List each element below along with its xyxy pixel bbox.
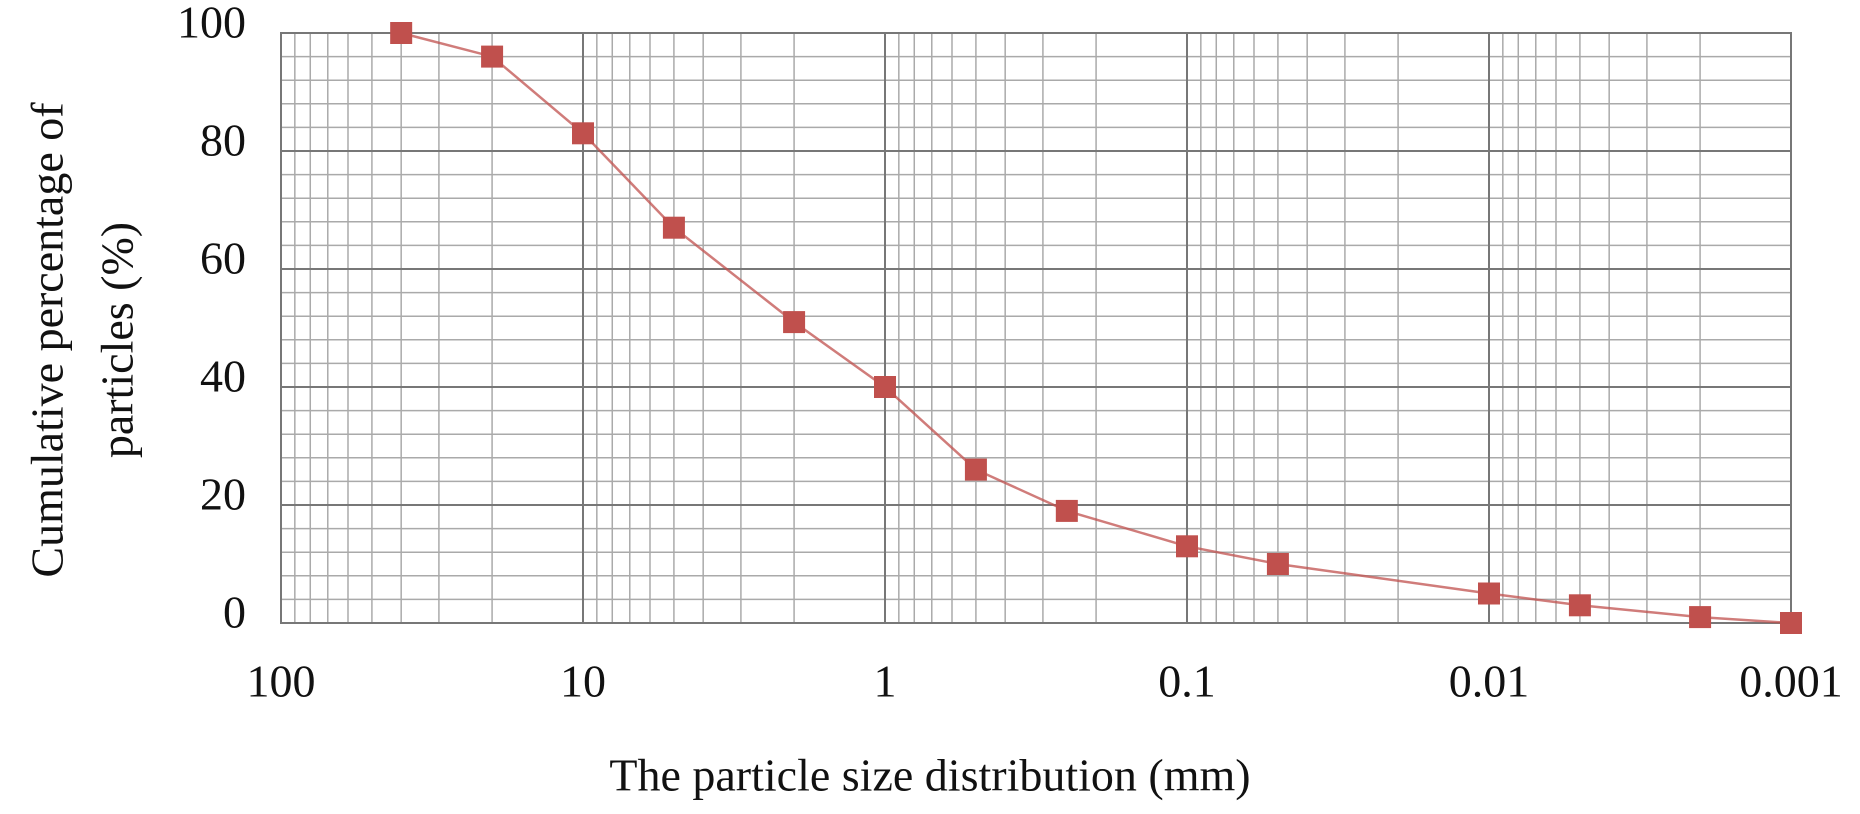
data-marker [572, 122, 594, 145]
data-marker [1176, 535, 1198, 558]
data-marker [1266, 553, 1289, 575]
data-marker [783, 311, 806, 334]
data-marker [481, 45, 504, 68]
data-marker [874, 376, 896, 398]
x-axis-title: The particle size distribution (mm) [609, 750, 1250, 801]
y-tick-label: 0 [223, 587, 246, 638]
data-marker [1780, 612, 1802, 634]
y-tick-label: 60 [200, 233, 246, 284]
data-marker [390, 22, 413, 44]
y-axis-title: particles (%) [92, 222, 143, 458]
x-tick-label: 0.1 [1158, 656, 1216, 707]
x-tick-label: 100 [247, 656, 316, 707]
plot-frame [280, 32, 1792, 624]
y-axis-title: Cumulative percentage of [22, 102, 73, 578]
y-tick-label: 40 [200, 351, 246, 402]
data-marker [1055, 499, 1078, 522]
x-tick-label: 0.01 [1449, 656, 1530, 707]
y-tick-label: 80 [200, 115, 246, 166]
x-tick-label: 10 [560, 656, 606, 707]
data-marker [1568, 594, 1591, 617]
data-marker [1689, 606, 1712, 629]
data-line [400, 31, 1792, 625]
data-marker [662, 216, 685, 239]
y-tick-label: 100 [177, 0, 246, 48]
x-tick-label: 1 [874, 656, 897, 707]
y-tick-label: 20 [200, 469, 246, 520]
data-marker [964, 458, 987, 481]
data-marker [1478, 582, 1500, 605]
x-tick-label: 0.001 [1739, 656, 1843, 707]
